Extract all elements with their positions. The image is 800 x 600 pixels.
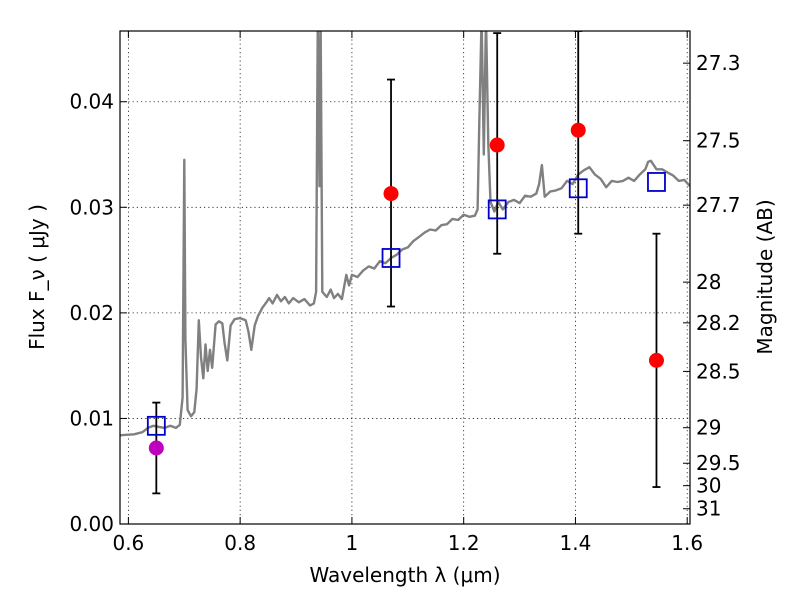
- right-tick-label: 28: [696, 270, 721, 294]
- right-axis-label: Magnitude (AB): [753, 199, 777, 354]
- x-tick-label: 0.6: [112, 531, 144, 555]
- observed-point: [383, 186, 399, 202]
- y-tick-label: 0.00: [69, 512, 114, 536]
- spectrum-line: [120, 31, 690, 437]
- model-point: [146, 415, 166, 436]
- y-tick-label: 0.04: [69, 90, 114, 114]
- right-tick-label: 27.5: [696, 129, 741, 153]
- right-tick-label: 27.3: [696, 51, 741, 75]
- x-tick-label: 1.2: [448, 531, 480, 555]
- x-tick-label: 1.6: [671, 531, 703, 555]
- observed-series: [148, 122, 664, 456]
- right-tick-label: 31: [696, 497, 721, 521]
- y-tick-label: 0.01: [69, 406, 114, 430]
- axis-ticks: 0.6 0.8 1 1.2 1.4 1.6 0.00 0.01 0.02 0.03 0.04 27.3…: [69, 31, 741, 555]
- observed-point: [148, 440, 164, 456]
- right-tick-label: 27.7: [696, 193, 741, 217]
- right-tick-label: 30: [696, 474, 721, 498]
- model-point: [381, 248, 401, 268]
- observed-point: [648, 352, 664, 368]
- model-point: [568, 178, 588, 199]
- right-tick-label: 29: [696, 416, 721, 440]
- right-tick-label: 28.2: [696, 311, 741, 335]
- x-tick-label: 0.8: [224, 531, 256, 555]
- right-tick-label: 28.5: [696, 359, 741, 383]
- y-tick-label: 0.03: [69, 195, 114, 219]
- y-tick-label: 0.02: [69, 301, 114, 325]
- observed-point: [570, 122, 586, 138]
- y-axis-label: Flux F_ν ( μJy ): [25, 204, 49, 350]
- model-point: [647, 172, 666, 192]
- model-point: [487, 199, 507, 220]
- plot-frame: [119, 30, 691, 525]
- spectrum-series: [120, 31, 690, 437]
- x-tick-label: 1.4: [560, 531, 592, 555]
- observed-point: [489, 137, 505, 153]
- right-tick-label: 29.5: [696, 451, 741, 475]
- model-series: [146, 172, 666, 436]
- x-tick-label: 1: [346, 531, 359, 555]
- x-axis-label: Wavelength λ (μm): [309, 563, 500, 587]
